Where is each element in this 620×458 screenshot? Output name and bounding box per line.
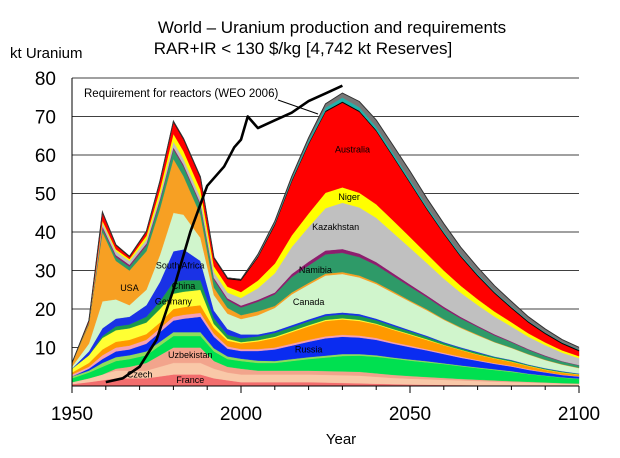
chart-subtitle: RAR+IR < 130 $/kg [4,742 kt Reserves] [154, 39, 453, 58]
y-tick-labels: 10 20 30 40 50 60 70 80 [35, 69, 56, 360]
x-tick-label: 1950 [51, 404, 93, 425]
y-tick-label: 50 [35, 185, 56, 206]
y-axis-label: kt Uranium [10, 45, 83, 62]
y-tick-label: 60 [35, 146, 56, 167]
area-label-namibia: Namibia [299, 265, 332, 275]
annotation-leader [277, 99, 319, 115]
chart-title: World – Uranium production and requireme… [158, 18, 506, 37]
y-tick-label: 40 [35, 223, 56, 244]
y-tick-label: 20 [35, 300, 56, 321]
area-label-france: France [176, 375, 204, 385]
requirement-line [105, 84, 343, 384]
total-outline [71, 92, 580, 364]
area-label-czech: Czech [127, 369, 153, 379]
area-label-australia: Australia [335, 144, 370, 154]
y-tick-label: 30 [35, 262, 56, 283]
area-label-uzbekistan: Uzbekistan [168, 350, 213, 360]
x-tick-labels: 1950 2000 2050 2100 [51, 404, 600, 425]
requirement-label: Requirement for reactors (WEO 2006) [84, 88, 278, 100]
y-tick-label: 10 [35, 339, 56, 360]
x-tick-label: 2050 [389, 404, 431, 425]
area-label-russia: Russia [295, 344, 323, 354]
x-tick-label: 2000 [220, 404, 262, 425]
requirement-annotation: Requirement for reactors (WEO 2006) [84, 88, 319, 115]
y-tick-label: 80 [35, 69, 56, 90]
area-label-niger: Niger [338, 192, 360, 202]
area-label-china: China [172, 281, 196, 291]
y-tick-label: 70 [35, 108, 56, 129]
requirement-line-group [105, 84, 343, 384]
x-tick-label: 2100 [558, 404, 600, 425]
area-label-kazakhstan: Kazakhstan [312, 222, 359, 232]
x-axis-label: Year [326, 431, 356, 448]
axes [71, 78, 580, 393]
area-labels: France Czech Uzbekistan Russia Germany China S… [120, 144, 370, 385]
area-label-germany: Germany [155, 296, 193, 306]
area-label-south-africa: South Africa [156, 260, 205, 270]
area-label-usa: USA [120, 283, 139, 293]
area-label-canada: Canada [293, 297, 325, 307]
